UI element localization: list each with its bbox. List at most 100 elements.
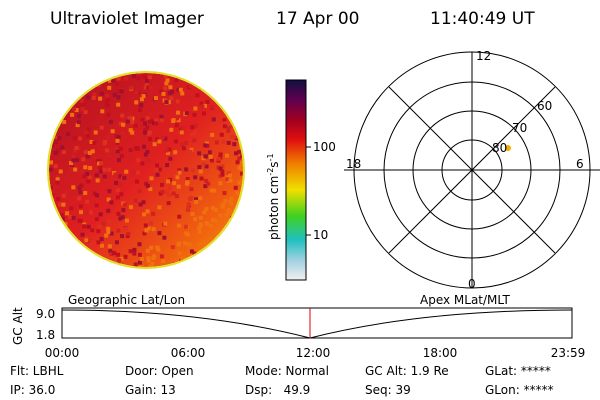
pixel bbox=[176, 110, 181, 115]
pixel bbox=[95, 178, 100, 183]
pixel bbox=[87, 150, 92, 155]
lat-label: 70 bbox=[512, 121, 527, 135]
pixel bbox=[195, 93, 200, 98]
pixel bbox=[151, 211, 156, 216]
pixel bbox=[102, 167, 107, 172]
pixel bbox=[140, 117, 145, 122]
pixel bbox=[106, 226, 111, 231]
pixel bbox=[203, 143, 208, 148]
pixel bbox=[118, 216, 123, 221]
pixel bbox=[242, 135, 243, 140]
pixel bbox=[57, 249, 62, 254]
pixel bbox=[145, 209, 150, 214]
pixel bbox=[134, 146, 139, 151]
pixel bbox=[99, 237, 104, 242]
pixel bbox=[197, 165, 202, 170]
pixel bbox=[186, 206, 191, 211]
pixel bbox=[170, 89, 175, 94]
pixel bbox=[61, 97, 66, 102]
pixel bbox=[199, 101, 204, 106]
pixel bbox=[235, 231, 240, 236]
pixel bbox=[73, 167, 78, 172]
pixel bbox=[184, 224, 189, 229]
pixel bbox=[108, 249, 113, 254]
pixel bbox=[168, 177, 173, 182]
pixel bbox=[197, 151, 202, 156]
pixel bbox=[229, 134, 234, 139]
pixel bbox=[81, 101, 86, 106]
pixel bbox=[60, 225, 65, 230]
pixel bbox=[142, 212, 147, 217]
pixel bbox=[211, 217, 216, 222]
pixel bbox=[193, 106, 198, 111]
pixel bbox=[141, 200, 146, 205]
pixel bbox=[211, 117, 216, 122]
pixel bbox=[210, 206, 215, 211]
pixel bbox=[146, 258, 151, 263]
pixel bbox=[167, 185, 172, 190]
pixel bbox=[239, 162, 243, 167]
pixel bbox=[65, 113, 70, 118]
pixel bbox=[70, 112, 75, 117]
pixel bbox=[177, 214, 182, 219]
pixel bbox=[73, 251, 78, 256]
pixel bbox=[176, 184, 181, 189]
pixel bbox=[167, 91, 172, 96]
pixel bbox=[53, 164, 58, 169]
pixel bbox=[239, 107, 243, 112]
timeline-right-label: Apex MLat/MLT bbox=[420, 293, 510, 307]
colorbar-tick: 10 bbox=[313, 228, 328, 242]
pixel bbox=[59, 243, 64, 248]
pixel bbox=[212, 91, 217, 96]
pixel bbox=[145, 248, 150, 253]
pixel bbox=[178, 87, 183, 92]
pixel bbox=[218, 166, 223, 171]
pixel bbox=[126, 231, 131, 236]
pixel bbox=[233, 219, 238, 224]
pixel bbox=[198, 215, 203, 220]
pixel bbox=[78, 136, 83, 141]
pixel bbox=[100, 109, 105, 114]
time-label: 06:00 bbox=[171, 346, 206, 360]
pixel bbox=[119, 153, 124, 158]
pixel bbox=[134, 179, 139, 184]
pixel bbox=[236, 252, 241, 257]
pixel bbox=[99, 243, 104, 248]
pixel bbox=[98, 96, 103, 101]
pixel bbox=[223, 198, 228, 203]
pixel bbox=[68, 84, 73, 89]
pixel bbox=[77, 113, 82, 118]
pixel bbox=[107, 219, 112, 224]
pixel bbox=[189, 187, 194, 192]
time-label: 23:59 bbox=[551, 346, 586, 360]
status-field: Dsp: 49.9 bbox=[245, 383, 310, 397]
label-part: s bbox=[267, 161, 281, 167]
lat-label: 80 bbox=[492, 141, 507, 155]
pixel bbox=[148, 85, 153, 90]
pixel bbox=[183, 241, 188, 246]
pixel bbox=[118, 121, 123, 126]
pixel bbox=[157, 139, 162, 144]
pixel bbox=[146, 226, 151, 231]
pixel bbox=[78, 210, 83, 215]
status-field: GLon: ***** bbox=[485, 383, 554, 397]
pixel bbox=[180, 256, 185, 261]
pixel bbox=[106, 197, 111, 202]
pixel bbox=[69, 206, 74, 211]
pixel bbox=[169, 127, 174, 132]
pixel bbox=[73, 75, 78, 80]
pixel bbox=[229, 202, 234, 207]
pixel bbox=[159, 114, 164, 119]
pixel bbox=[77, 185, 82, 190]
pixel bbox=[76, 146, 81, 151]
pixel bbox=[120, 215, 125, 220]
pixel bbox=[50, 142, 55, 147]
pixel bbox=[145, 183, 150, 188]
pixel bbox=[209, 188, 214, 193]
pixel bbox=[49, 234, 54, 239]
pixel bbox=[69, 98, 74, 103]
pixel bbox=[147, 130, 152, 135]
pixel bbox=[65, 211, 70, 216]
pixel bbox=[69, 160, 74, 165]
pixel bbox=[165, 150, 170, 155]
